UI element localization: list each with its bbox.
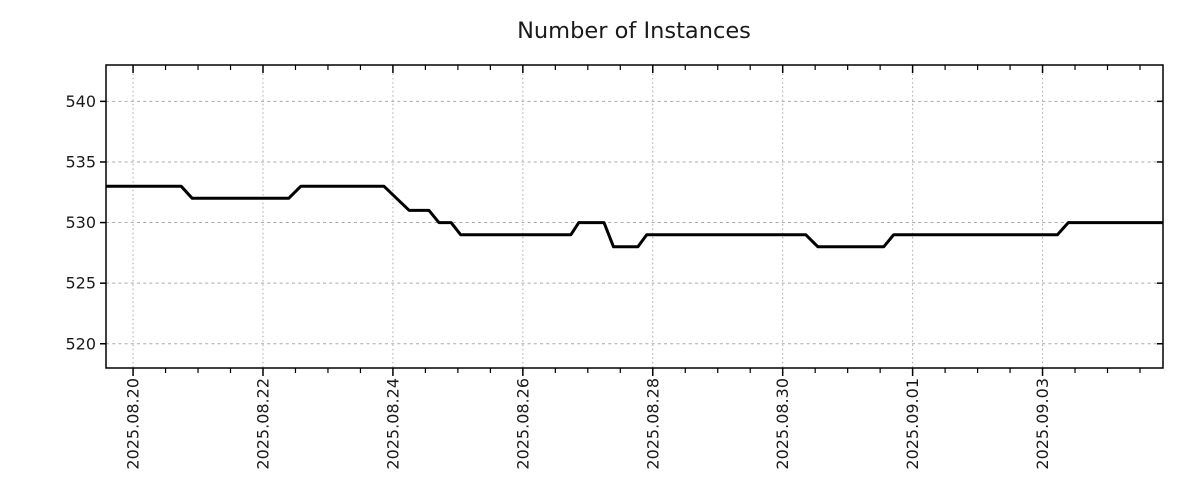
chart-title: Number of Instances — [517, 18, 751, 44]
x-tick-label: 2025.08.28 — [643, 378, 662, 470]
series-line-instances — [106, 184, 1163, 249]
y-tick-label: 540 — [65, 92, 96, 111]
x-tick-label: 2025.08.20 — [124, 378, 143, 470]
x-tick-label: 2025.08.26 — [513, 378, 532, 470]
x-tick-label: 2025.09.01 — [903, 378, 922, 470]
x-tick-label: 2025.08.30 — [773, 378, 792, 470]
x-axis: 2025.08.20 2025.08.22 2025.08.24 2025.08.26… — [124, 65, 1141, 470]
series-layer — [106, 184, 1163, 249]
x-tick-label: 2025.08.24 — [383, 378, 402, 470]
y-tick-label: 530 — [65, 213, 96, 232]
plot-border — [105, 64, 1164, 369]
y-axis: 520 525 530 535 540 — [65, 92, 1163, 353]
grid-layer — [106, 65, 1163, 368]
x-tick-label: 2025.08.22 — [253, 378, 272, 470]
y-tick-label: 520 — [65, 334, 96, 353]
y-tick-label: 525 — [65, 274, 96, 293]
y-tick-label: 535 — [65, 152, 96, 171]
x-tick-label: 2025.09.03 — [1033, 378, 1052, 470]
